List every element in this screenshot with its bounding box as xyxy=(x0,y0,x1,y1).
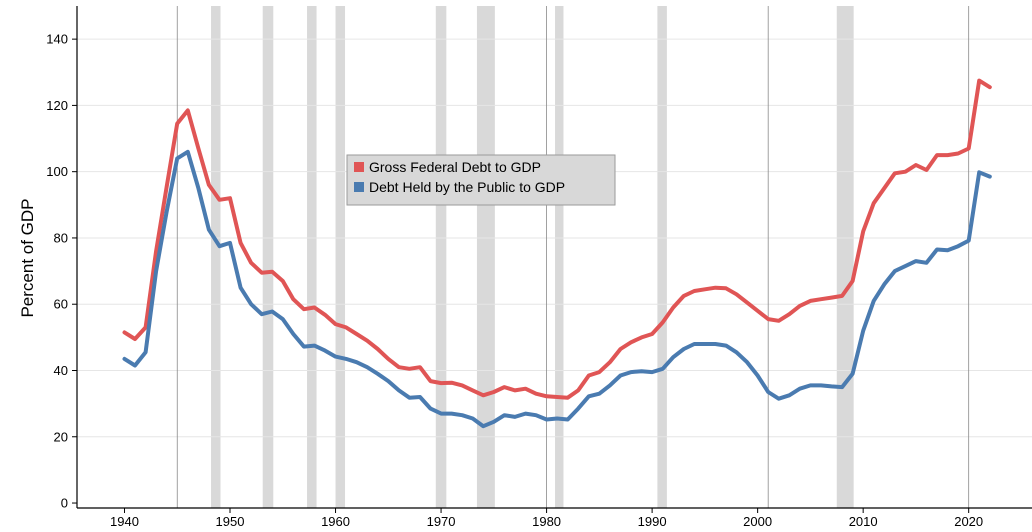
x-tick-label: 1970 xyxy=(427,514,456,529)
recession-band xyxy=(211,6,221,508)
recession-band xyxy=(657,6,667,508)
legend-label: Gross Federal Debt to GDP xyxy=(369,159,541,175)
x-tick-label: 1940 xyxy=(110,514,139,529)
recession-band xyxy=(435,6,447,508)
x-tick-label: 1950 xyxy=(216,514,245,529)
legend-swatch xyxy=(354,162,364,172)
x-tick-label: 2010 xyxy=(849,514,878,529)
x-tick-label: 1990 xyxy=(638,514,667,529)
legend-label: Debt Held by the Public to GDP xyxy=(369,179,565,195)
y-tick-label: 40 xyxy=(54,363,68,378)
y-tick-label: 140 xyxy=(46,32,68,47)
legend-swatch xyxy=(354,182,364,192)
recession-band xyxy=(555,6,564,508)
y-tick-label: 120 xyxy=(46,98,68,113)
axes xyxy=(76,6,1032,509)
recession-band xyxy=(476,6,495,508)
y-tick-label: 100 xyxy=(46,164,68,179)
vertical-reference-lines xyxy=(176,6,970,508)
y-tick-label: 80 xyxy=(54,230,68,245)
recession-band xyxy=(335,6,346,508)
tick-labels: 0 20 40 60 80 100 120 140 1940 1950 1960 1970 1980 19… xyxy=(46,32,983,529)
series-line xyxy=(122,149,992,429)
y-tick-label: 0 xyxy=(61,496,68,511)
legend-box xyxy=(346,154,616,206)
series-lines xyxy=(122,78,992,429)
y-tick-label: 20 xyxy=(54,429,68,444)
x-tick-label: 1980 xyxy=(532,514,561,529)
y-tick-label: 60 xyxy=(54,297,68,312)
recession-band xyxy=(307,6,317,508)
x-tick-label: 2020 xyxy=(954,514,983,529)
recession-bands xyxy=(211,6,854,508)
y-axis-title: Percent of GDP xyxy=(18,198,37,317)
legend: Gross Federal Debt to GDP Debt Held by th… xyxy=(346,154,616,206)
series-line xyxy=(122,78,992,400)
x-tick-label: 1960 xyxy=(321,514,350,529)
recession-band xyxy=(836,6,854,508)
x-tick-label: 2000 xyxy=(743,514,772,529)
recession-band xyxy=(262,6,274,508)
